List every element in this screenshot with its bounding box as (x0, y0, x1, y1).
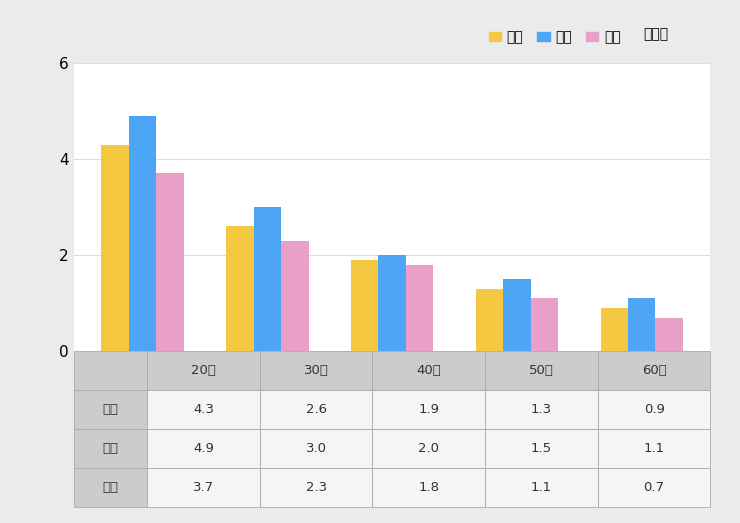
Text: 2.6: 2.6 (306, 403, 326, 416)
Text: 60代: 60代 (642, 365, 667, 377)
Bar (372, 468, 485, 507)
Text: 0.7: 0.7 (644, 481, 665, 494)
Bar (628, 299, 656, 351)
Bar (485, 390, 598, 429)
Bar (351, 260, 378, 351)
Bar (101, 144, 129, 351)
Text: （回）: （回） (644, 27, 669, 41)
Text: 20代: 20代 (191, 365, 216, 377)
Legend: 全体, 男性, 女性: 全体, 男性, 女性 (488, 30, 621, 44)
Bar (598, 468, 710, 507)
Text: 1.5: 1.5 (531, 442, 552, 456)
Bar (485, 468, 598, 507)
Text: 1.1: 1.1 (531, 481, 552, 494)
Bar (406, 265, 434, 351)
Bar (656, 317, 683, 351)
Bar (74, 390, 147, 429)
Bar (503, 279, 531, 351)
Bar (226, 226, 254, 351)
Bar (485, 429, 598, 468)
Bar (147, 351, 260, 390)
Bar (601, 308, 628, 351)
Text: 50代: 50代 (529, 365, 554, 377)
Bar (598, 351, 710, 390)
Text: 女性: 女性 (103, 481, 118, 494)
Text: 1.8: 1.8 (418, 481, 440, 494)
Text: 0.9: 0.9 (644, 403, 665, 416)
Bar (531, 299, 558, 351)
Bar (260, 390, 372, 429)
Bar (74, 429, 147, 468)
Bar (281, 241, 309, 351)
Text: 4.9: 4.9 (193, 442, 214, 456)
Text: 男性: 男性 (103, 442, 118, 456)
Bar (485, 351, 598, 390)
Bar (378, 255, 406, 351)
Bar (372, 390, 485, 429)
Bar (147, 390, 260, 429)
Bar (254, 207, 281, 351)
Bar (74, 468, 147, 507)
Bar (372, 429, 485, 468)
Bar (476, 289, 503, 351)
Bar (147, 429, 260, 468)
Bar (129, 116, 156, 351)
Bar (372, 351, 485, 390)
Bar (260, 468, 372, 507)
Text: 1.1: 1.1 (644, 442, 665, 456)
Bar (74, 351, 147, 390)
Text: 4.3: 4.3 (193, 403, 214, 416)
Bar (260, 429, 372, 468)
Text: 3.0: 3.0 (306, 442, 326, 456)
Text: 1.9: 1.9 (418, 403, 440, 416)
Bar (147, 468, 260, 507)
Text: 全体: 全体 (103, 403, 118, 416)
Bar (260, 351, 372, 390)
Bar (156, 174, 184, 351)
Text: 30代: 30代 (303, 365, 329, 377)
Text: 2.3: 2.3 (306, 481, 327, 494)
Text: 2.0: 2.0 (418, 442, 440, 456)
Text: 3.7: 3.7 (193, 481, 214, 494)
Text: 40代: 40代 (417, 365, 441, 377)
Text: 1.3: 1.3 (531, 403, 552, 416)
Bar (598, 429, 710, 468)
Bar (598, 390, 710, 429)
